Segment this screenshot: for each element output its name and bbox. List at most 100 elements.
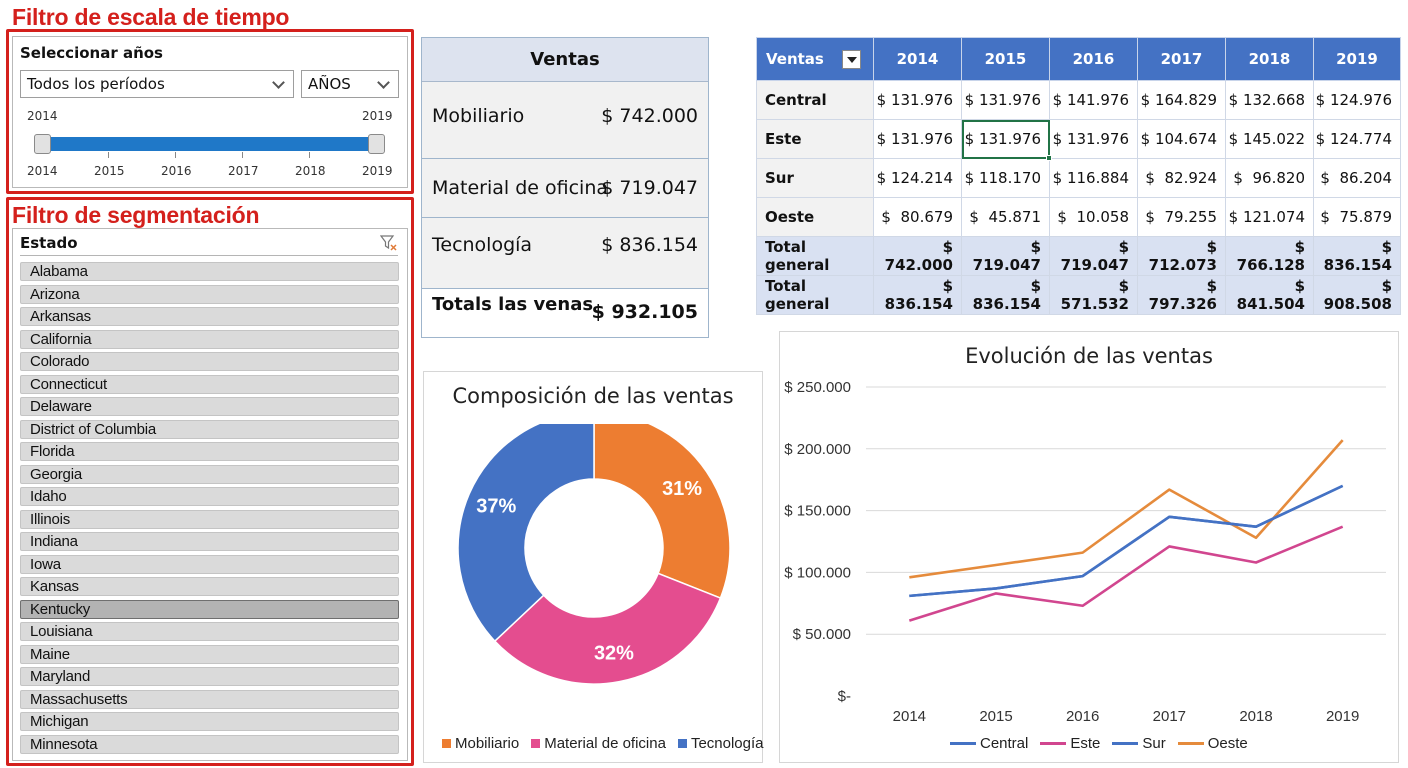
slicer-item[interactable]: Connecticut bbox=[20, 374, 399, 394]
donut-slice[interactable] bbox=[493, 572, 722, 685]
pivot-cell[interactable]: $ 131.976 bbox=[873, 119, 962, 159]
pivot-year-header[interactable]: 2017 bbox=[1137, 37, 1226, 81]
slicer-item[interactable]: Colorado bbox=[20, 352, 399, 371]
timeline-year[interactable]: 2014 bbox=[27, 164, 58, 178]
slicer-item[interactable]: Louisiana bbox=[20, 622, 399, 641]
slicer-item[interactable]: Delaware bbox=[20, 397, 399, 416]
slicer-item[interactable]: California bbox=[20, 329, 399, 349]
pivot-cell[interactable]: $ 86.204 bbox=[1313, 158, 1401, 198]
pivot-cell-selected[interactable]: $ 131.976 bbox=[961, 119, 1052, 161]
legend-item[interactable]: Este bbox=[1040, 735, 1100, 752]
pivot-row-label[interactable]: Este bbox=[756, 119, 874, 159]
timeline-year[interactable]: 2018 bbox=[295, 164, 326, 178]
clear-filter-icon[interactable] bbox=[380, 234, 398, 252]
pivot-cell[interactable]: $ 145.022 bbox=[1225, 119, 1314, 159]
pivot-cell[interactable]: $ 131.976 bbox=[961, 80, 1050, 120]
timeline-year[interactable]: 2016 bbox=[161, 164, 192, 178]
pivot-cell[interactable]: $ 124.214 bbox=[873, 158, 962, 198]
pivot-total-cell[interactable]: $ 836.154 bbox=[873, 275, 962, 315]
slicer-item[interactable]: Illinois bbox=[20, 509, 399, 529]
pivot-total-cell[interactable]: $ 571.532 bbox=[1049, 275, 1138, 315]
pivot-cell[interactable]: $ 124.774 bbox=[1313, 119, 1401, 159]
pivot-total-cell[interactable]: $ 719.047 bbox=[1049, 236, 1138, 276]
slicer-item[interactable]: Idaho bbox=[20, 487, 399, 506]
slicer-item[interactable]: Michigan bbox=[20, 712, 399, 731]
series-line-central[interactable] bbox=[909, 484, 1344, 598]
pivot-total-cell[interactable]: $ 836.154 bbox=[1313, 236, 1401, 276]
pivot-row-label[interactable]: Oeste bbox=[756, 197, 874, 237]
slicer-item[interactable]: Kansas bbox=[20, 577, 399, 596]
series-line-oeste[interactable] bbox=[909, 439, 1344, 579]
pivot-year-header[interactable]: 2018 bbox=[1225, 37, 1314, 81]
timeline-end-handle[interactable] bbox=[368, 134, 385, 154]
donut-slice[interactable] bbox=[457, 424, 595, 643]
slicer-item[interactable]: Massachusetts bbox=[20, 689, 399, 709]
line-chart-panel[interactable]: Evolución de las ventas $- $ 50.000 $ 100.… bbox=[779, 331, 1399, 763]
slicer-item[interactable]: Florida bbox=[20, 442, 399, 461]
timeline-year[interactable]: 2017 bbox=[228, 164, 259, 178]
fill-handle[interactable] bbox=[1046, 155, 1052, 161]
pivot-cell[interactable]: $ 96.820 bbox=[1225, 158, 1314, 198]
slicer-item[interactable]: Iowa bbox=[20, 554, 399, 574]
pivot-cell[interactable]: $ 10.058 bbox=[1049, 197, 1138, 237]
pivot-cell[interactable]: $ 75.879 bbox=[1313, 197, 1401, 237]
pivot-corner[interactable]: Ventas bbox=[756, 37, 874, 81]
pivot-cell[interactable]: $ 131.976 bbox=[873, 80, 962, 120]
slicer-item[interactable]: Arizona bbox=[20, 284, 399, 304]
pivot-cell[interactable]: $ 124.976 bbox=[1313, 80, 1401, 120]
series-line-sur[interactable] bbox=[909, 484, 1344, 598]
pivot-total-cell[interactable]: $ 719.047 bbox=[961, 236, 1050, 276]
pivot-total-cell[interactable]: $ 712.073 bbox=[1137, 236, 1226, 276]
pivot-total-cell[interactable]: $ 742.000 bbox=[873, 236, 962, 276]
pivot-cell[interactable]: $ 131.976 bbox=[1049, 119, 1138, 159]
pivot-cell[interactable]: $ 121.074 bbox=[1225, 197, 1314, 237]
pivot-year-header[interactable]: 2014 bbox=[873, 37, 962, 81]
slicer-item[interactable]: Georgia bbox=[20, 464, 399, 484]
legend-item[interactable]: Material de oficina bbox=[531, 735, 666, 752]
pivot-cell[interactable]: $ 141.976 bbox=[1049, 80, 1138, 120]
pivot-cell[interactable]: $ 118.170 bbox=[961, 158, 1050, 198]
unit-select[interactable]: AÑOS bbox=[301, 70, 399, 98]
pivot-year-header[interactable]: 2019 bbox=[1313, 37, 1401, 81]
legend-item[interactable]: Mobiliario bbox=[442, 735, 519, 752]
pivot-cell[interactable]: $ 82.924 bbox=[1137, 158, 1226, 198]
legend-item[interactable]: Sur bbox=[1112, 735, 1166, 752]
slicer-item[interactable]: District of Columbia bbox=[20, 419, 399, 439]
slicer-item-selected[interactable]: Kentucky bbox=[20, 599, 399, 619]
legend-item[interactable]: Oeste bbox=[1177, 735, 1248, 752]
slicer-item[interactable]: Alabama bbox=[20, 262, 399, 281]
legend-item[interactable]: Tecnología bbox=[677, 735, 764, 752]
pivot-total-cell[interactable]: $ 797.326 bbox=[1137, 275, 1226, 315]
donut-slice[interactable] bbox=[593, 424, 731, 600]
pivot-year-header[interactable]: 2016 bbox=[1049, 37, 1138, 81]
pivot-total-cell[interactable]: $ 836.154 bbox=[961, 275, 1050, 315]
pivot-cell[interactable]: $ 80.679 bbox=[873, 197, 962, 237]
slicer-item[interactable]: Arkansas bbox=[20, 307, 399, 326]
timeline-year[interactable]: 2019 bbox=[362, 164, 393, 178]
slicer-item[interactable]: Maryland bbox=[20, 667, 399, 686]
pivot-cell[interactable]: $ 164.829 bbox=[1137, 80, 1226, 120]
legend-item[interactable]: Central bbox=[950, 735, 1028, 752]
pivot-cell[interactable]: $ 45.871 bbox=[961, 197, 1050, 237]
filter-dropdown-icon[interactable] bbox=[841, 49, 861, 69]
pivot-total-label[interactable]: Total general bbox=[756, 236, 874, 276]
pivot-total-cell[interactable]: $ 908.508 bbox=[1313, 275, 1401, 315]
slicer-item[interactable]: Minnesota bbox=[20, 734, 399, 754]
pivot-total-cell[interactable]: $ 766.128 bbox=[1225, 236, 1314, 276]
donut-chart-panel[interactable]: Composición de las ventas 31% 32% 37% Mobi… bbox=[423, 371, 764, 763]
pivot-cell[interactable]: $ 79.255 bbox=[1137, 197, 1226, 237]
timeline-selected-range[interactable] bbox=[46, 137, 376, 151]
pivot-total-label[interactable]: Total general bbox=[756, 275, 874, 315]
pivot-cell[interactable]: $ 104.674 bbox=[1137, 119, 1226, 159]
pivot-cell[interactable]: $ 132.668 bbox=[1225, 80, 1314, 120]
timeline-start-handle[interactable] bbox=[34, 134, 51, 154]
pivot-row-label[interactable]: Central bbox=[756, 80, 874, 120]
pivot-row-label[interactable]: Sur bbox=[756, 158, 874, 198]
pivot-cell[interactable]: $ 116.884 bbox=[1049, 158, 1138, 198]
timeline-year[interactable]: 2015 bbox=[94, 164, 125, 178]
pivot-total-cell[interactable]: $ 841.504 bbox=[1225, 275, 1314, 315]
period-select[interactable]: Todos los períodos bbox=[20, 70, 294, 98]
series-line-este[interactable] bbox=[908, 525, 1344, 622]
slicer-item[interactable]: Maine bbox=[20, 644, 399, 664]
pivot-year-header[interactable]: 2015 bbox=[961, 37, 1050, 81]
